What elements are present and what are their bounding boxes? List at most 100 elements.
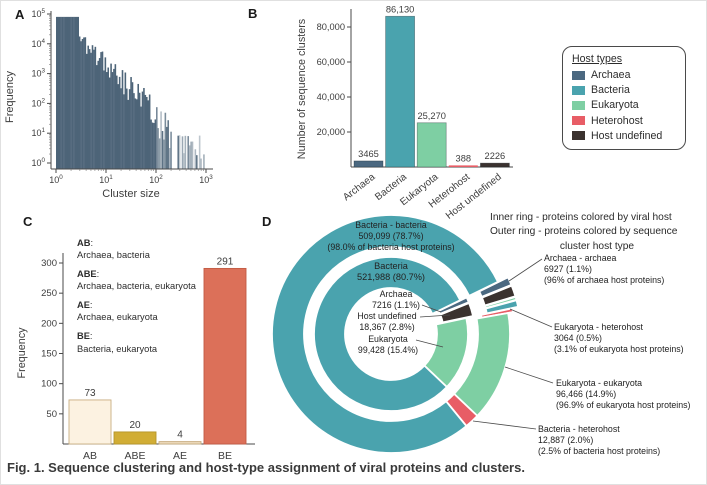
panel-c-inline-legend: AB: Archaea, bacteria ABE: Archaea, bacteri… xyxy=(77,237,237,362)
panel-b-ylabel: Number of sequence clusters xyxy=(296,18,308,159)
svg-text:105: 105 xyxy=(31,8,45,19)
legend-swatch-heterohost xyxy=(572,116,585,126)
svg-text:73: 73 xyxy=(84,388,96,399)
legend-item-heterohost: Heterohost xyxy=(572,115,676,127)
bar-abe xyxy=(113,431,157,445)
leader-line xyxy=(421,304,442,313)
svg-text:80,000: 80,000 xyxy=(317,22,345,32)
panel-c-label: C xyxy=(23,214,33,229)
c-legend-entry-ab: AB: Archaea, bacteria xyxy=(77,238,150,261)
panel-a-ylabel: Frequency xyxy=(4,71,16,123)
svg-text:BE: BE xyxy=(218,450,232,462)
legend-item-label: Host undefined xyxy=(591,129,663,142)
svg-text:150: 150 xyxy=(41,349,57,360)
svg-text:103: 103 xyxy=(31,68,45,79)
donut-segment-bacteria xyxy=(313,256,462,412)
annotation-archaea-inner: Archaea 7216 (1.1%) xyxy=(372,289,420,310)
svg-text:2226: 2226 xyxy=(485,151,506,161)
legend-item-host-undefined: Host undefined xyxy=(572,130,676,142)
svg-text:3465: 3465 xyxy=(358,149,379,159)
svg-text:300: 300 xyxy=(41,258,57,269)
bar-bacteria xyxy=(385,15,415,168)
svg-text:104: 104 xyxy=(31,38,45,49)
svg-text:40,000: 40,000 xyxy=(317,92,345,102)
bar-archaea xyxy=(353,160,384,168)
legend-title: Host types xyxy=(572,53,623,65)
panel-d-donut-chart xyxy=(271,214,554,454)
bar-eukaryota xyxy=(416,122,447,168)
svg-text:AE: AE xyxy=(173,450,187,462)
svg-text:ABE: ABE xyxy=(124,450,145,462)
annotation-bacteria-bacteria: Bacteria - bacteria 509,099 (78.7%) (98.… xyxy=(327,220,455,252)
legend-item-label: Heterohost xyxy=(591,114,643,127)
svg-text:101: 101 xyxy=(99,174,113,185)
legend-item-label: Bacteria xyxy=(591,84,630,97)
legend-items: Archaea Bacteria Eukaryota Heterohost Host u… xyxy=(572,69,676,142)
svg-text:250: 250 xyxy=(41,288,57,299)
leader-line xyxy=(509,308,553,328)
legend-item-archaea: Archaea xyxy=(572,69,676,81)
legend-swatch-eukaryota xyxy=(572,100,585,110)
figure-caption: Fig. 1. Sequence clustering and host-typ… xyxy=(7,460,525,475)
annotation-ring-note: Inner ring - proteins colored by viral h… xyxy=(490,212,678,252)
donut-segment-bacteria-bacteria xyxy=(271,214,500,454)
svg-text:100: 100 xyxy=(41,379,57,390)
svg-text:Archaea: Archaea xyxy=(341,171,377,203)
panel-a-label: A xyxy=(15,7,25,22)
annotation-eukaryota-eukaryota: Eukaryota - eukaryota 96,466 (14.9%) (96… xyxy=(556,378,691,410)
annotation-bacteria-heterohost: Bacteria - heterohost 12,887 (2.0%) (2.5… xyxy=(538,424,661,456)
panel-d: D Inner ring - proteins colored by viral… xyxy=(257,209,706,483)
panel-d-label: D xyxy=(262,214,272,229)
c-legend-entry-be: BE: Bacteria, eukaryota xyxy=(77,331,158,354)
annotation-eukaryota-inner: Eukaryota 99,428 (15.4%) xyxy=(357,334,419,355)
panel-c: 50 100 150 200 250 300 73 AB 20 ABE 4 AE 291 BE Freque… xyxy=(15,213,265,475)
svg-text:102: 102 xyxy=(31,97,45,108)
bar-ab xyxy=(68,399,112,445)
bar-host-undefined xyxy=(480,162,510,168)
svg-text:100: 100 xyxy=(31,157,45,168)
c-legend-entry-ae: AE: Archaea, eukaryota xyxy=(77,300,158,323)
bar-heterohost xyxy=(448,165,478,167)
legend-item-bacteria: Bacteria xyxy=(572,84,676,96)
panel-a-histogram: 100 101 102 103 104 105 100 101 102 103 Cluster si… xyxy=(4,8,213,200)
svg-text:86,130: 86,130 xyxy=(386,4,414,14)
svg-text:388: 388 xyxy=(456,153,472,163)
annotation-host-undefined-inner: Host undefined 18,367 (2.8%) xyxy=(357,311,417,332)
panel-a-xlabel: Cluster size xyxy=(102,188,159,200)
svg-text:200: 200 xyxy=(41,318,57,329)
svg-text:103: 103 xyxy=(199,174,213,185)
panel-b-label: B xyxy=(248,6,258,21)
leader-line xyxy=(415,339,444,348)
svg-text:291: 291 xyxy=(217,256,234,267)
svg-text:100: 100 xyxy=(49,174,63,185)
bar-be xyxy=(203,267,247,445)
c-legend-entry-abe: ABE: Archaea, bacteria, eukaryota xyxy=(77,269,196,292)
annotation-bacteria-inner: Bacteria 521,988 (80.7%) xyxy=(357,261,425,283)
leader-line xyxy=(472,420,537,430)
legend-swatch-host_undefined xyxy=(572,131,585,141)
leader-line xyxy=(504,366,554,384)
leader-line xyxy=(419,314,451,318)
svg-text:60,000: 60,000 xyxy=(317,57,345,67)
svg-text:101: 101 xyxy=(31,127,45,138)
legend-item-eukaryota: Eukaryota xyxy=(572,99,676,111)
legend-item-label: Archaea xyxy=(591,69,631,81)
svg-text:50: 50 xyxy=(46,409,57,420)
annotation-eukaryota-heterohost: Eukaryota - heterohost 3064 (0.5%) (3.1%… xyxy=(554,322,684,354)
panel-c-ylabel: Frequency xyxy=(16,327,28,379)
legend-swatch-bacteria xyxy=(572,85,585,95)
svg-text:20,000: 20,000 xyxy=(317,127,345,137)
svg-text:4: 4 xyxy=(177,430,183,441)
svg-text:AB: AB xyxy=(83,450,97,462)
legend-swatch-archaea xyxy=(572,70,585,80)
annotation-archaea-archaea: Archaea - archaea 6927 (1.1%) (96% of ar… xyxy=(544,253,665,285)
legend-item-label: Eukaryota xyxy=(591,99,639,112)
leader-line xyxy=(508,258,543,282)
histogram-bars xyxy=(56,16,205,170)
panel-b-bar-chart: 20,000 40,000 60,000 80,000 3465 Archaea 86,13… xyxy=(296,4,513,222)
panel-c-bar-chart: 50 100 150 200 250 300 73 AB 20 ABE 4 AE 291 BE Freque… xyxy=(16,253,255,462)
svg-text:25,270: 25,270 xyxy=(417,111,445,121)
bar-ae xyxy=(158,441,202,445)
host-types-legend: Host types Archaea Bacteria Eukaryota Heter… xyxy=(562,46,686,150)
